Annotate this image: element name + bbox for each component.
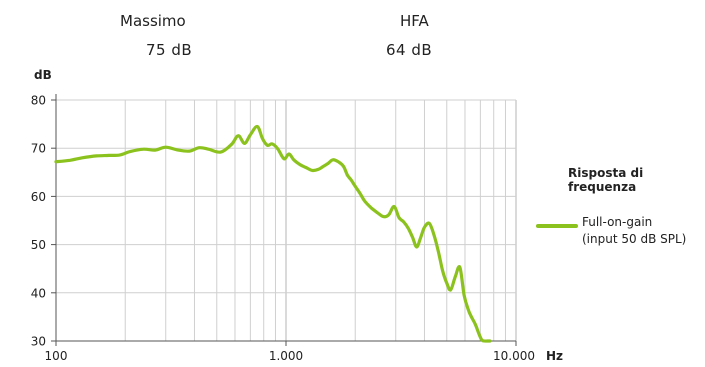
header-max-value: 75 dB bbox=[146, 41, 193, 59]
x-axis-unit: Hz bbox=[546, 349, 563, 363]
legend-swatch bbox=[536, 224, 578, 228]
y-tick-label: 60 bbox=[31, 190, 46, 204]
legend-label-line1: Full-on-gain bbox=[582, 215, 653, 229]
header-max-label: Massimo bbox=[120, 12, 186, 30]
y-tick-label: 80 bbox=[31, 94, 46, 108]
y-tick-label: 30 bbox=[31, 335, 46, 349]
y-tick-label: 50 bbox=[31, 238, 46, 252]
legend-title: Risposta di frequenza bbox=[568, 166, 644, 194]
y-tick-label: 70 bbox=[31, 142, 46, 156]
chart-axes bbox=[51, 94, 517, 346]
chart-grid bbox=[56, 99, 517, 341]
x-tick-label: 10.000 bbox=[493, 349, 535, 363]
x-tick-label: 1.000 bbox=[269, 349, 303, 363]
series-line-full-on-gain bbox=[54, 124, 492, 343]
x-tick-label: 100 bbox=[45, 349, 68, 363]
header-hfa-value: 64 dB bbox=[386, 41, 433, 59]
y-tick-labels: 30 40 50 60 70 80 bbox=[31, 94, 46, 349]
header-hfa-label: HFA bbox=[400, 12, 429, 30]
x-tick-labels: 100 1.000 10.000 Hz bbox=[45, 349, 563, 363]
legend-label-line2: (input 50 dB SPL) bbox=[582, 232, 687, 246]
y-axis-label: dB bbox=[34, 68, 52, 82]
y-tick-label: 40 bbox=[31, 286, 46, 300]
legend-label: Full-on-gain (input 50 dB SPL) bbox=[582, 214, 686, 248]
